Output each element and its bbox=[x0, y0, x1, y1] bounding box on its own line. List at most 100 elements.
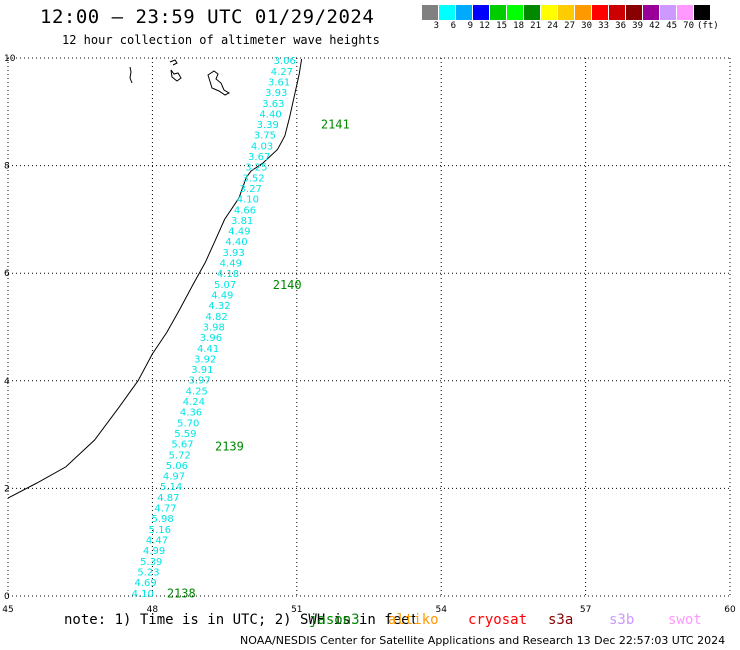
wave-height-point: 3.06 bbox=[274, 56, 296, 67]
color-scale-label: 45 bbox=[666, 21, 677, 31]
color-scale-label: 27 bbox=[564, 21, 575, 31]
x-tick-label: 57 bbox=[580, 605, 591, 615]
wave-height-point: 4.32 bbox=[208, 301, 230, 312]
wave-height-point: 3.96 bbox=[200, 333, 222, 344]
y-tick-label: 10 bbox=[4, 54, 16, 64]
x-tick-label: 45 bbox=[2, 605, 13, 615]
wave-height-point: 5.06 bbox=[166, 461, 188, 472]
wave-height-point: 4.40 bbox=[225, 237, 247, 248]
wave-height-point: 4.18 bbox=[217, 269, 239, 280]
color-scale-label: 42 bbox=[649, 21, 660, 31]
color-scale-labels: 3 6 9 12 15 18 21 24 27 30 33 36 39 42 45 70 (ft) bbox=[422, 21, 719, 31]
chart-subtitle: 12 hour collection of altimeter wave hei… bbox=[62, 33, 380, 47]
wave-height-point: 4.99 bbox=[143, 546, 165, 557]
y-tick-label: 2 bbox=[4, 484, 10, 494]
color-swatch bbox=[626, 5, 643, 20]
color-swatch bbox=[524, 5, 541, 20]
wave-height-point: 4.49 bbox=[220, 259, 242, 270]
color-scale-bar bbox=[422, 5, 711, 20]
wave-height-point: 3.39 bbox=[257, 120, 279, 131]
wave-height-point: 4.66 bbox=[234, 205, 256, 216]
legend-jason3: jason3 bbox=[309, 612, 360, 628]
y-tick-label: 8 bbox=[4, 162, 10, 172]
legend-swot: swot bbox=[668, 612, 702, 628]
wave-height-point: 3.93 bbox=[223, 248, 245, 259]
wave-height-point: 5.07 bbox=[214, 280, 236, 291]
x-tick-label: 60 bbox=[724, 605, 736, 615]
color-scale-label: 18 bbox=[513, 21, 524, 31]
wave-height-point: 5.98 bbox=[152, 514, 174, 525]
wave-height-point: 3.63 bbox=[262, 99, 284, 110]
wave-height-point: 4.24 bbox=[183, 397, 205, 408]
footnote: note: 1) Time is in UTC; 2) SWH is in fe… bbox=[64, 612, 419, 628]
wave-height-point: 4.69 bbox=[134, 578, 156, 589]
wave-height-point: 5.23 bbox=[137, 567, 159, 578]
wave-height-point: 5.67 bbox=[171, 440, 193, 451]
wave-height-point: 4.25 bbox=[186, 386, 208, 397]
pass-labels: 2138 2139 2140 2141 bbox=[167, 118, 350, 601]
chart-title: 12:00 – 23:59 UTC 01/29/2024 bbox=[40, 6, 375, 28]
color-swatch bbox=[609, 5, 626, 20]
color-scale-label: 24 bbox=[547, 21, 558, 31]
color-scale-label: 70 bbox=[683, 21, 694, 31]
wave-height-point: 4.49 bbox=[211, 291, 233, 302]
wave-height-point: 3.98 bbox=[203, 322, 225, 333]
wave-height-point: 5.14 bbox=[160, 482, 182, 493]
wave-height-point: 3.52 bbox=[242, 173, 264, 184]
wave-height-point: 3.67 bbox=[248, 152, 270, 163]
color-scale-label: 30 bbox=[581, 21, 592, 31]
color-scale-label: 9 bbox=[467, 21, 473, 31]
coastline-path bbox=[7, 59, 303, 499]
wave-height-point: 5.59 bbox=[174, 429, 196, 440]
legend-altika: altiko bbox=[388, 612, 439, 628]
color-scale-label: 36 bbox=[615, 21, 626, 31]
color-swatch bbox=[558, 5, 575, 20]
wave-height-point: 5.70 bbox=[177, 418, 199, 429]
color-swatch bbox=[473, 5, 490, 20]
color-swatch bbox=[456, 5, 473, 20]
island-3 bbox=[207, 70, 231, 96]
coastline bbox=[7, 59, 303, 499]
color-scale-label: 21 bbox=[530, 21, 541, 31]
color-scale-label: 6 bbox=[450, 21, 456, 31]
color-scale-label: 39 bbox=[632, 21, 643, 31]
wave-height-point: 4.36 bbox=[180, 408, 202, 419]
color-scale-label: 33 bbox=[598, 21, 609, 31]
legend-s3b: s3b bbox=[609, 612, 635, 628]
wave-height-point: 3.27 bbox=[240, 184, 262, 195]
legend-s3a: s3a bbox=[548, 612, 574, 628]
color-swatch bbox=[643, 5, 660, 20]
wave-height-point: 4.41 bbox=[197, 344, 219, 355]
wave-height-point: 4.10 bbox=[237, 195, 259, 206]
wave-height-point: 4.87 bbox=[157, 493, 179, 504]
y-tick-label: 6 bbox=[4, 269, 10, 279]
pass-label: 2140 bbox=[273, 278, 302, 292]
wave-height-point: 5.16 bbox=[149, 525, 171, 536]
wave-height-point: 4.40 bbox=[259, 109, 281, 120]
wave-height-point: 4.49 bbox=[228, 227, 250, 238]
wave-height-point: 3.75 bbox=[254, 131, 276, 142]
pass-label: 2138 bbox=[167, 586, 196, 600]
y-tick-label: 4 bbox=[4, 377, 10, 387]
y-axis-ticks: 0 2 4 6 8 10 bbox=[4, 54, 16, 602]
x-tick-label: 48 bbox=[147, 605, 159, 615]
color-swatch bbox=[592, 5, 609, 20]
wave-height-point: 3.25 bbox=[245, 163, 267, 174]
y-tick-label: 0 bbox=[4, 592, 10, 602]
x-tick-label: 51 bbox=[291, 605, 302, 615]
x-axis-ticks: 45 48 51 54 57 60 bbox=[2, 605, 736, 615]
wave-height-point: 3.61 bbox=[268, 77, 290, 88]
wave-height-point: 4.27 bbox=[271, 67, 293, 78]
pass-label: 2141 bbox=[321, 118, 350, 132]
color-swatch bbox=[575, 5, 592, 20]
color-scale-unit: (ft) bbox=[697, 21, 719, 31]
color-scale-label: 12 bbox=[479, 21, 490, 31]
legend-cryosat: cryosat bbox=[468, 612, 528, 628]
wave-height-point: 5.39 bbox=[140, 557, 162, 568]
color-scale-label: 3 bbox=[433, 21, 439, 31]
color-scale-label: 15 bbox=[496, 21, 507, 31]
wave-height-point: 4.47 bbox=[146, 536, 168, 547]
wave-height-point: 4.77 bbox=[154, 504, 176, 515]
wave-height-point: 3.91 bbox=[191, 365, 213, 376]
color-swatch bbox=[439, 5, 456, 20]
